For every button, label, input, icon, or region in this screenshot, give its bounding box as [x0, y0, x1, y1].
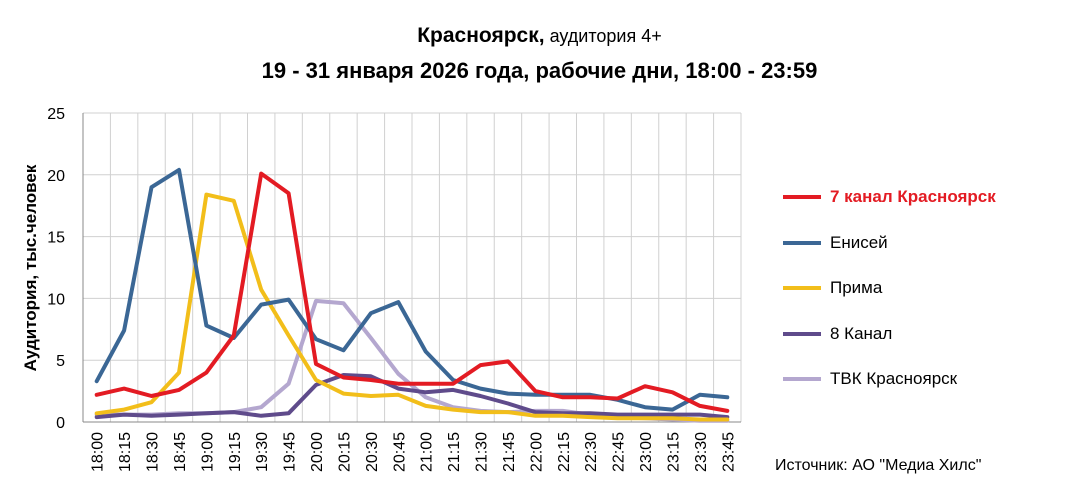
x-tick-label: 21:15: [446, 432, 463, 472]
x-tick-label: 20:45: [391, 432, 408, 472]
legend-item: ТВК Красноярск: [783, 368, 1073, 390]
source-note: Источник: АО "Медиа Хилс": [775, 457, 982, 474]
legend-label: Прима: [830, 278, 883, 297]
x-tick-label: 19:15: [227, 432, 244, 472]
x-tick-label: 18:15: [117, 432, 134, 472]
legend-swatch: [783, 377, 821, 381]
x-tick-label: 20:00: [309, 432, 326, 472]
legend-label: 8 Канал: [830, 323, 893, 343]
series-line-1: [94, 167, 730, 412]
x-tick-label: 18:00: [90, 432, 107, 472]
x-tick-label: 19:30: [254, 432, 271, 472]
series-line-0: [94, 171, 730, 413]
legend-label: ТВК Красноярск: [830, 369, 958, 388]
x-tick-label: 20:15: [336, 432, 353, 472]
chart-title-city: Красноярск,: [417, 24, 545, 47]
legend-label: Енисей: [830, 232, 888, 252]
x-tick-label: 19:45: [282, 432, 299, 472]
x-tick-label: 23:30: [693, 432, 710, 472]
x-tick-label: 23:00: [638, 432, 655, 472]
y-tick-label: 10: [47, 291, 65, 308]
x-tick-label: 20:30: [364, 432, 381, 472]
x-tick-label: 21:45: [501, 432, 518, 472]
series-line-3: [94, 373, 730, 420]
legend-item: Енисей: [783, 232, 1073, 254]
series-lines: [94, 167, 730, 423]
legend-swatch: [783, 195, 821, 199]
legend-item: 8 Канал: [783, 323, 1073, 345]
y-axis-title: Аудитория, тыс.человек: [21, 164, 40, 371]
x-tick-label: 18:30: [145, 432, 162, 472]
x-tick-label: 23:45: [720, 432, 737, 472]
chart-grid: [82, 112, 742, 423]
y-tick-label: 15: [47, 230, 65, 247]
x-tick-label: 22:15: [556, 432, 573, 472]
y-tick-label: 5: [56, 353, 65, 370]
x-tick-label: 21:00: [419, 432, 436, 472]
legend-label: 7 канал Красноярск: [830, 187, 996, 206]
legend-swatch: [783, 286, 821, 290]
chart-title: Красноярск, аудитория 4+: [0, 24, 1079, 48]
y-tick-label: 25: [47, 106, 65, 123]
legend-swatch: [783, 331, 821, 336]
x-tick-label: 23:15: [665, 432, 682, 472]
y-tick-label: 20: [47, 168, 65, 185]
x-axis-ticks: 18:00 18:15 18:30 18:45 19:00 19:15 19:30 19:45…: [90, 432, 738, 472]
x-tick-label: 22:00: [528, 432, 545, 472]
chart-legend: 7 канал Красноярск Енисей Прима 8 Канал ТВК …: [783, 186, 1073, 414]
y-tick-label: 0: [56, 415, 65, 432]
y-axis-ticks: 0 5 10 15 20 25: [47, 106, 65, 432]
chart-title-audience: аудитория 4+: [544, 26, 662, 46]
chart-subtitle: 19 - 31 января 2026 года, рабочие дни, 1…: [261, 58, 818, 83]
legend-item: 7 канал Красноярск: [783, 186, 1073, 208]
x-tick-label: 21:30: [474, 432, 491, 472]
x-tick-label: 22:30: [583, 432, 600, 472]
x-tick-label: 19:00: [199, 432, 216, 472]
legend-item: Прима: [783, 277, 1073, 299]
x-tick-label: 18:45: [172, 432, 189, 472]
series-line-2: [94, 192, 730, 422]
x-tick-label: 22:45: [611, 432, 628, 472]
legend-swatch: [783, 240, 821, 245]
